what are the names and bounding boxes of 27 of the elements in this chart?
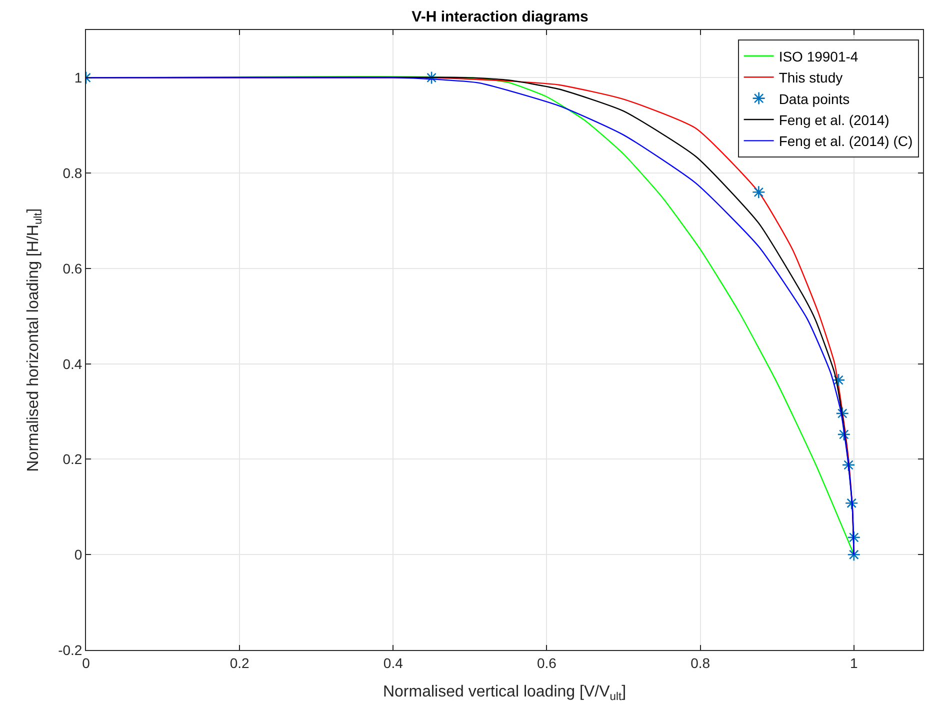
point xyxy=(837,428,851,442)
y-tick-label: 0.6 xyxy=(62,260,82,276)
point xyxy=(844,496,858,510)
legend-label: This study xyxy=(778,70,843,86)
point xyxy=(847,530,861,544)
point xyxy=(752,186,766,199)
y-tick-label: 0 xyxy=(74,546,82,563)
point xyxy=(847,548,861,562)
point xyxy=(842,458,856,472)
y-tick-label: 1 xyxy=(74,70,82,86)
legend-label: ISO 19901-4 xyxy=(778,48,858,64)
x-tick-label: 0.6 xyxy=(536,654,557,671)
y-tick-label: 0.4 xyxy=(62,356,82,372)
legend-label: Feng et al. (2014) xyxy=(778,112,890,128)
x-axis-title: Normalised vertical loading [V/V$_{ult}$] xyxy=(382,684,626,703)
x-tick-label: 0.8 xyxy=(690,654,710,671)
x-tick-label: 0.2 xyxy=(230,654,250,671)
x-tick-label: 1 xyxy=(850,654,858,671)
legend-label: Feng et al. (2014) (C) xyxy=(778,133,913,150)
legend-label: Data points xyxy=(778,90,850,107)
x-tick-label: 0.4 xyxy=(383,654,404,671)
point xyxy=(836,406,850,420)
chart-title: V-H interaction diagrams xyxy=(412,8,588,26)
y-tick-label: 0.2 xyxy=(62,451,82,468)
point xyxy=(832,373,846,387)
y-tick-label: 0.8 xyxy=(62,164,82,181)
y-tick-label: -0.2 xyxy=(58,642,82,658)
